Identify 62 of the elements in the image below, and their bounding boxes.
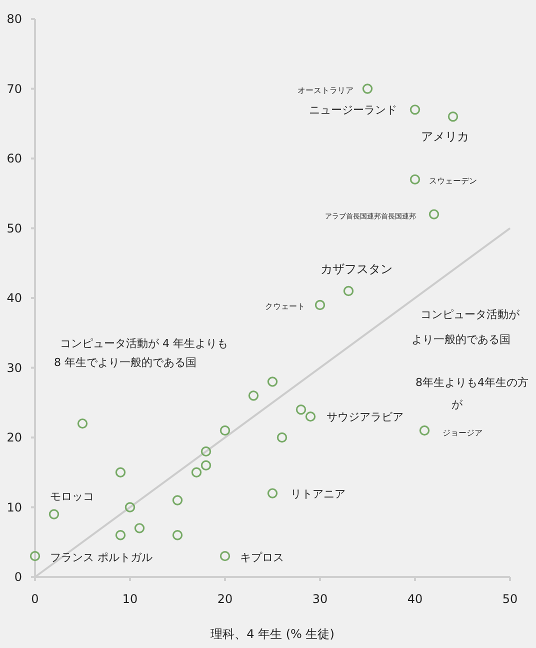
point	[200, 460, 212, 470]
point	[248, 390, 259, 401]
x-tick-label: 30	[312, 592, 328, 606]
point	[448, 112, 458, 122]
annotation: オーストラリア	[298, 86, 354, 95]
point	[419, 425, 430, 436]
point	[172, 495, 183, 506]
point	[410, 174, 420, 185]
y-tick-label: 30	[6, 360, 22, 375]
x-tick-label: 10	[122, 592, 138, 606]
y-tick-label: 10	[6, 500, 22, 514]
point	[30, 550, 40, 562]
x-tick-label: 0	[31, 592, 39, 606]
x-tick-label: 20	[217, 592, 233, 606]
x-tick-label: 40	[407, 592, 423, 606]
point	[134, 523, 145, 534]
point	[343, 286, 354, 296]
annotation: が	[452, 398, 464, 411]
annotation: フランス ポルトガル	[50, 551, 152, 564]
x-axis-title: 理科、4 年生 (% 生徒)	[210, 627, 334, 641]
point	[115, 467, 126, 478]
annotation: 8年生よりも4年生の方	[416, 376, 528, 389]
annotation: より一般的である国	[412, 333, 510, 346]
annotation: アメリカ	[421, 130, 469, 144]
annotation: サウジアラビア	[326, 410, 404, 424]
point	[267, 488, 278, 498]
point	[220, 425, 230, 436]
point	[428, 209, 440, 220]
annotation: ジョージア	[442, 428, 482, 438]
point	[296, 404, 306, 415]
y-tick-label: 70	[6, 82, 22, 96]
point	[276, 432, 288, 443]
y-tick-label: 50	[6, 221, 22, 236]
point	[48, 509, 60, 520]
annotation: ニュージーランド	[309, 104, 397, 117]
point	[220, 550, 230, 562]
y-tick-label: 20	[6, 430, 22, 444]
point	[362, 84, 373, 94]
point	[410, 104, 420, 115]
point	[200, 446, 212, 457]
point	[77, 418, 88, 429]
y-tick-label: 40	[6, 291, 22, 305]
point	[305, 411, 316, 422]
annotation: コンピュータ活動が	[420, 308, 520, 321]
point	[115, 530, 126, 540]
annotation: スウェーデン	[429, 176, 477, 186]
annotation: カザフスタン	[320, 262, 392, 276]
annotation: 8 年生でより一般的である国	[54, 356, 196, 369]
annotation: コンピュータ活動が 4 年生よりも	[60, 337, 228, 350]
annotation: モロッコ	[50, 490, 94, 504]
annotation: リトアニア	[290, 487, 346, 500]
y-tick-label: 80	[6, 12, 22, 26]
point	[191, 467, 202, 478]
y-tick-label: 60	[6, 152, 22, 166]
annotation: キプロス	[240, 551, 284, 564]
point	[172, 530, 183, 540]
annotation: クウェート	[265, 302, 305, 311]
y-tick-label: 0	[14, 570, 22, 584]
point	[267, 376, 278, 387]
x-tick-label: 50	[502, 592, 518, 606]
point	[124, 502, 136, 512]
point	[314, 300, 326, 310]
